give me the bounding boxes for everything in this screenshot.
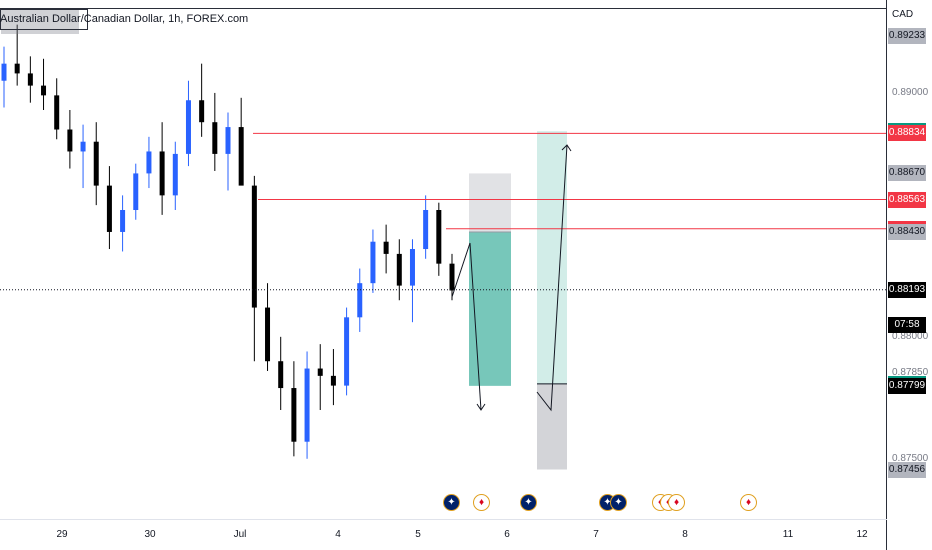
time-axis-tick: 30 <box>144 529 156 540</box>
chart-top-border <box>0 8 886 9</box>
candle-body <box>251 185 257 308</box>
candle-body <box>185 100 191 154</box>
candle-body <box>344 317 350 386</box>
canada-flag-icon[interactable]: ♦ <box>668 494 685 511</box>
time-axis-tick: 29 <box>56 529 68 540</box>
candle-body <box>133 173 139 210</box>
candle-body <box>449 263 455 291</box>
price-axis-tick: 0.88000 <box>892 330 929 342</box>
candle-body <box>106 185 112 232</box>
price-label-stop-short: 0.88670 <box>888 165 926 182</box>
bar-countdown: 07:58 <box>888 317 926 333</box>
price-label-last: 0.88193 <box>888 281 926 298</box>
candle-body <box>291 388 297 442</box>
symbol-title[interactable]: Australian Dollar/Canadian Dollar, 1h, F… <box>0 13 249 25</box>
candle-body <box>80 141 86 152</box>
candle-body <box>317 368 323 376</box>
canada-flag-icon[interactable]: ♦ <box>740 494 757 511</box>
candle-body <box>199 100 205 123</box>
currency-label[interactable]: CAD <box>892 9 914 20</box>
candle-body <box>357 283 363 318</box>
candle-body <box>265 307 271 362</box>
candle-body <box>67 129 73 152</box>
time-axis-divider <box>0 519 887 520</box>
candle-body <box>436 210 442 264</box>
long-projection-path <box>536 144 568 412</box>
price-label-line-upper: 0.88834 <box>888 125 926 142</box>
time-axis-tick: 12 <box>856 529 868 540</box>
time-axis-tick: 4 <box>335 529 341 540</box>
short-projection-path <box>451 242 482 411</box>
time-axis-tick: 6 <box>504 529 510 540</box>
candle-body <box>370 241 376 284</box>
time-axis-tick: 8 <box>682 529 688 540</box>
price-label-low: 0.87456 <box>888 461 926 478</box>
candle-body <box>396 253 402 286</box>
candle-body <box>54 95 60 130</box>
candle-body <box>93 141 99 186</box>
candle-body <box>278 361 284 389</box>
candle-body <box>409 249 415 286</box>
australia-flag-icon[interactable]: ✦ <box>443 494 460 511</box>
candle-body <box>159 151 165 196</box>
time-axis-tick: 5 <box>415 529 421 540</box>
candle-body <box>146 151 152 174</box>
candle-body <box>172 153 178 196</box>
candle-body <box>304 368 310 442</box>
projection-arrows <box>451 144 572 412</box>
time-axis-tick: 11 <box>782 529 794 540</box>
candle-body <box>225 127 231 154</box>
price-label-entry-short: 0.88430 <box>888 223 926 240</box>
candle-body <box>41 85 47 96</box>
candle-body <box>330 375 336 386</box>
long-projection-arrowhead <box>561 144 572 152</box>
price-label-tp-short: 0.87799 <box>888 377 926 394</box>
short-stop-zone <box>469 173 511 232</box>
short-projection-arrowhead <box>476 403 486 411</box>
price-axis-tick: 0.89000 <box>892 86 929 98</box>
australia-flag-icon[interactable]: ✦ <box>610 494 627 511</box>
candle-body <box>1 63 7 81</box>
candle-body <box>212 122 218 154</box>
position-zones <box>469 131 567 470</box>
price-label-line-mid: 0.88563 <box>888 191 926 208</box>
candle-body <box>238 127 244 186</box>
australia-flag-icon[interactable]: ✦ <box>520 494 537 511</box>
price-axis-tick: 0.87850 <box>892 367 929 379</box>
candle-body <box>423 210 429 250</box>
symbol-title-highlight <box>1 10 79 34</box>
horizontal-lines <box>253 132 886 230</box>
candle-body <box>383 241 389 254</box>
price-axis-tick: 0.87500 <box>892 452 929 464</box>
candle-body <box>27 73 33 86</box>
symbol-title-box[interactable] <box>0 9 88 30</box>
short-target-zone <box>469 231 511 386</box>
time-axis-tick: 7 <box>593 529 599 540</box>
canada-flag-icon[interactable]: ♦ <box>473 494 490 511</box>
candle-body <box>120 210 126 232</box>
time-axis-tick: Jul <box>233 529 247 540</box>
long-target-zone <box>537 131 567 384</box>
candlestick-series <box>1 24 455 459</box>
price-label-high: 0.89233 <box>888 28 926 45</box>
candle-body <box>14 63 20 74</box>
price-axis-divider <box>886 0 887 550</box>
